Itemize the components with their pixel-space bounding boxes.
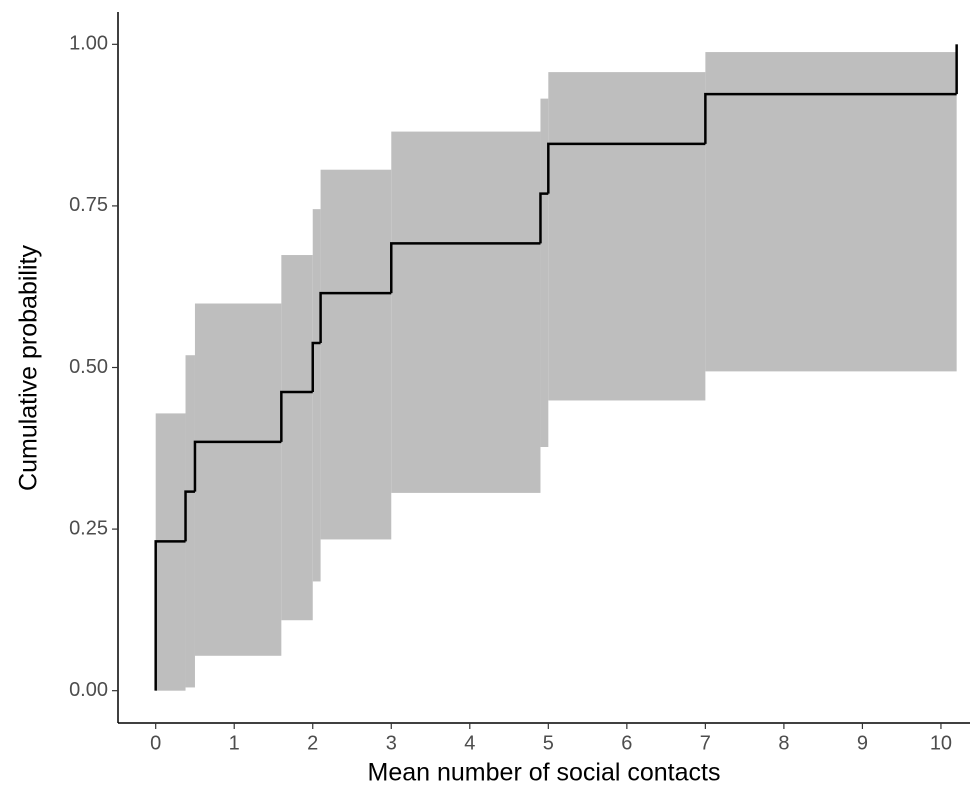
confidence-band bbox=[391, 131, 541, 493]
step bbox=[193, 440, 282, 492]
confidence-band bbox=[185, 355, 195, 688]
confidence-band bbox=[312, 209, 321, 582]
x-tick-label: 9 bbox=[857, 732, 868, 754]
x-tick-label: 7 bbox=[700, 732, 711, 754]
y-tick-label: 0.50 bbox=[69, 356, 108, 378]
x-tick-label: 3 bbox=[386, 732, 397, 754]
x-tick-label: 6 bbox=[621, 732, 632, 754]
x-axis-title: Mean number of social contacts bbox=[368, 759, 721, 787]
x-tick-label: 4 bbox=[464, 732, 475, 754]
x-tick-label: 1 bbox=[229, 732, 240, 754]
step bbox=[184, 490, 195, 542]
step bbox=[547, 142, 706, 194]
confidence-band bbox=[548, 72, 706, 401]
step bbox=[311, 341, 321, 393]
step bbox=[390, 242, 541, 294]
y-tick-label: 0.25 bbox=[69, 517, 108, 539]
confidence-band bbox=[705, 52, 957, 372]
y-axis-title: Cumulative probability bbox=[15, 245, 43, 491]
y-tick-label: 0.75 bbox=[69, 194, 108, 216]
x-tick-label: 10 bbox=[930, 732, 952, 754]
confidence-band bbox=[540, 98, 549, 448]
confidence-band bbox=[155, 413, 186, 691]
y-tick-label: 0.00 bbox=[69, 679, 108, 701]
confidence-band bbox=[281, 255, 313, 621]
step bbox=[154, 540, 186, 691]
x-tick-label: 0 bbox=[150, 732, 161, 754]
x-tick-label: 5 bbox=[543, 732, 554, 754]
confidence-band bbox=[320, 169, 392, 540]
x-tick-label: 8 bbox=[778, 732, 789, 754]
confidence-band bbox=[194, 303, 282, 656]
y-tick-label: 1.00 bbox=[69, 33, 108, 55]
step bbox=[319, 291, 392, 343]
step bbox=[704, 92, 957, 144]
step bbox=[539, 192, 549, 244]
x-tick-label: 2 bbox=[307, 732, 318, 754]
step bbox=[280, 390, 313, 442]
